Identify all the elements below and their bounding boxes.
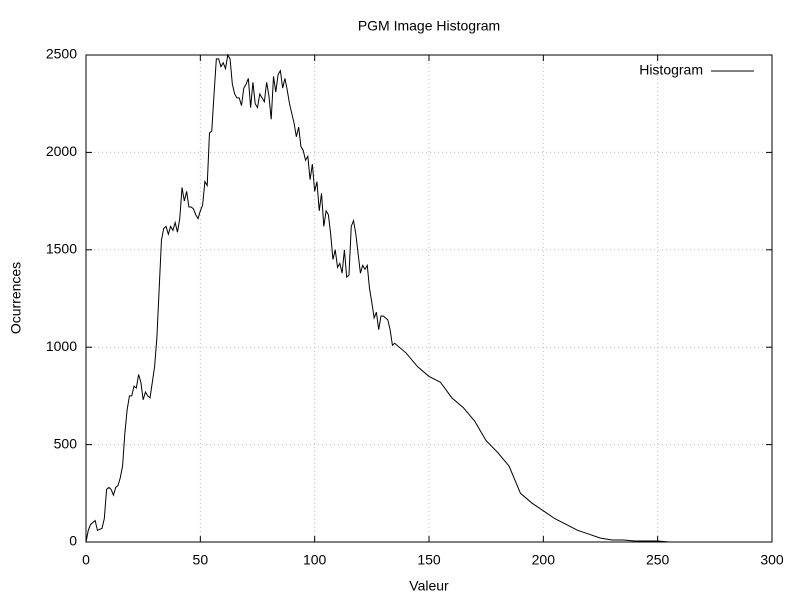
x-tick-label: 200 [532, 552, 556, 568]
y-tick-label: 500 [54, 435, 78, 451]
x-axis-label: Valeur [409, 578, 449, 594]
y-tick-label: 2000 [46, 143, 77, 159]
x-tick-label: 50 [193, 552, 209, 568]
chart-title: PGM Image Histogram [358, 18, 500, 34]
y-tick-label: 0 [69, 533, 77, 549]
y-tick-label: 2500 [46, 46, 77, 62]
legend-label: Histogram [639, 62, 703, 78]
x-tick-label: 150 [417, 552, 441, 568]
y-tick-label: 1000 [46, 338, 77, 354]
x-tick-label: 0 [82, 552, 90, 568]
x-tick-label: 300 [760, 552, 784, 568]
data-line [85, 53, 670, 543]
y-tick-label: 1500 [46, 241, 77, 257]
y-axis-label: Ocurrences [8, 262, 24, 334]
plot-border [85, 54, 773, 543]
x-tick-label: 250 [646, 552, 670, 568]
x-tick-label: 100 [303, 552, 327, 568]
